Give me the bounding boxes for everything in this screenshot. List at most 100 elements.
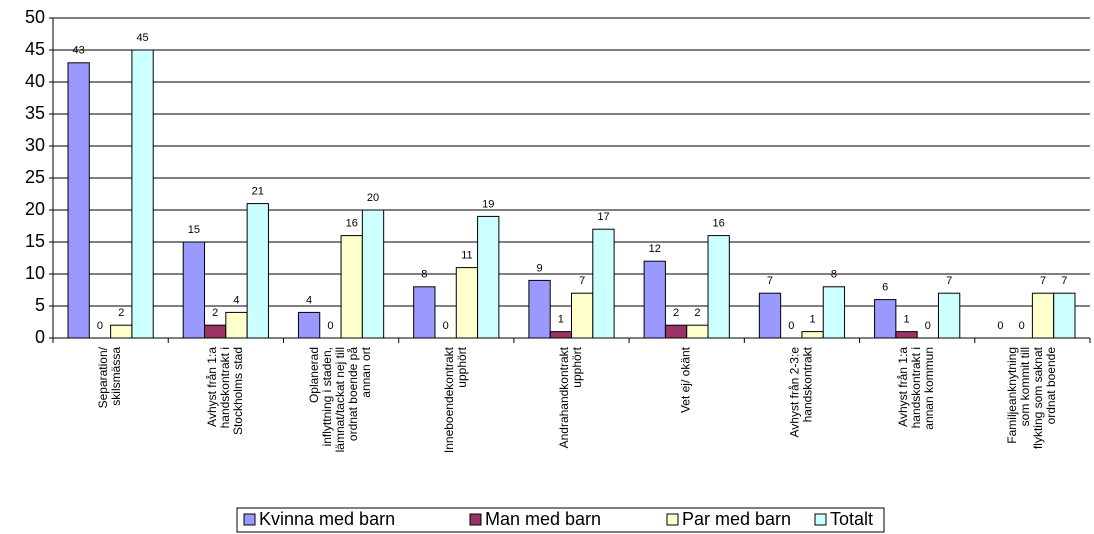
bar <box>895 331 918 339</box>
bar <box>361 209 385 339</box>
legend-swatch <box>666 513 679 526</box>
bar <box>664 324 688 339</box>
y-tick-label: 50 <box>25 7 45 27</box>
bar <box>571 292 594 339</box>
value-label: 43 <box>73 45 85 57</box>
value-label: 19 <box>482 198 494 210</box>
value-label: 45 <box>136 32 148 44</box>
value-label: 17 <box>597 211 609 223</box>
x-tick-label-line: som kommit till <box>1018 347 1032 426</box>
legend-label: Totalt <box>830 509 873 529</box>
x-tick-label-line: Inneboendekontrakt <box>442 346 456 453</box>
value-label: 1 <box>903 314 909 326</box>
value-label: 7 <box>1061 275 1067 287</box>
x-tick-label-line: handskontrakt i <box>218 347 232 428</box>
value-label: 0 <box>925 320 931 332</box>
bar <box>182 241 206 339</box>
value-label: 7 <box>767 275 773 287</box>
value-label: 12 <box>649 243 661 255</box>
bar <box>1031 292 1055 339</box>
value-label: 2 <box>212 307 218 319</box>
bar <box>340 235 363 339</box>
x-tick-label-line: inflyttning i staden, <box>320 347 334 446</box>
value-label: 0 <box>443 320 449 332</box>
value-label: 0 <box>1019 320 1025 332</box>
x-tick-label: Oplaneradinflyttning i staden,lämnat/tac… <box>307 346 373 452</box>
value-label: 2 <box>118 307 124 319</box>
x-tick-label: Avhyst från 2-3:ehandskontrakt <box>788 346 815 437</box>
x-tick-label-line: Avhyst från 1:a <box>896 347 910 427</box>
value-label: 7 <box>1040 275 1046 287</box>
value-label: 7 <box>579 275 585 287</box>
value-label: 0 <box>788 320 794 332</box>
bar <box>686 324 709 339</box>
x-tick-label-line: skilsmässa <box>109 347 123 406</box>
value-label: 16 <box>713 218 725 230</box>
y-tick-label: 30 <box>25 135 45 155</box>
x-tick-label-line: lämnat/tackat nej till <box>333 347 347 452</box>
value-label: 0 <box>97 320 103 332</box>
y-tick-label: 5 <box>35 295 45 315</box>
bar <box>874 299 897 339</box>
x-tick-label-line: upphört <box>570 346 584 387</box>
bar <box>592 228 615 339</box>
x-tick-label-line: Avhyst från 1:a <box>205 347 219 427</box>
x-tick-label-line: Separation/ <box>96 346 110 408</box>
legend-label: Kvinna med barn <box>259 509 395 529</box>
legend-box <box>236 507 885 533</box>
x-tick-label-line: Familjeanknytning <box>1005 347 1019 444</box>
value-label: 4 <box>306 294 312 306</box>
x-tick-label-line: handskontrakt i <box>909 347 923 428</box>
bar <box>204 324 227 339</box>
legend-label: Man med barn <box>485 509 601 529</box>
y-tick-label: 10 <box>25 263 45 283</box>
legend-label: Par med barn <box>682 509 791 529</box>
value-label: 16 <box>346 218 358 230</box>
value-label: 21 <box>252 186 264 198</box>
legend-swatch <box>814 513 827 526</box>
x-tick-label-line: ordnat boende <box>1044 347 1058 425</box>
value-label: 1 <box>558 314 564 326</box>
x-tick-label: Avhyst från 1:ahandskontrakt iStockholms… <box>205 347 245 435</box>
value-label: 0 <box>997 320 1003 332</box>
bar <box>455 267 479 339</box>
value-label: 15 <box>188 224 200 236</box>
x-tick-label: Familjeanknytningsom kommit tillflykting… <box>1005 346 1058 449</box>
y-tick-label: 45 <box>25 39 45 59</box>
bar <box>758 292 782 339</box>
bar <box>528 279 551 339</box>
x-tick-label: Andrahandkontraktupphört <box>557 346 584 448</box>
y-tick-label: 0 <box>35 327 45 347</box>
bar <box>549 331 573 339</box>
bar <box>413 286 436 339</box>
x-tick-label-line: handskontrakt <box>801 346 815 422</box>
bar <box>1053 292 1076 339</box>
x-tick-label-line: Vet ej/ okänt <box>679 346 693 413</box>
value-label: 20 <box>367 192 379 204</box>
bar <box>110 324 133 339</box>
value-label: 8 <box>831 269 837 281</box>
value-label: 2 <box>694 307 700 319</box>
x-tick-label-line: annan ort <box>359 346 373 397</box>
value-label: 4 <box>233 294 239 306</box>
y-tick-label: 20 <box>25 199 45 219</box>
bar <box>246 203 269 339</box>
value-label: 8 <box>421 269 427 281</box>
x-tick-label-line: upphört <box>455 346 469 387</box>
value-label: 9 <box>536 262 542 274</box>
x-tick-label-line: Avhyst från 2-3:e <box>788 347 802 438</box>
x-tick-label-line: annan kommun <box>922 347 936 430</box>
y-tick-label: 35 <box>25 103 45 123</box>
value-label: 0 <box>327 320 333 332</box>
x-tick-label-line: ordnat boende på <box>346 347 360 441</box>
y-tick-label: 40 <box>25 71 45 91</box>
bar <box>477 215 500 339</box>
x-tick-label-line: Oplanerad <box>307 347 321 403</box>
bar <box>822 286 846 339</box>
x-tick-label-line: flykting som saknat <box>1031 346 1045 449</box>
x-tick-label: Separation/skilsmässa <box>96 346 123 408</box>
x-tick-label-line: Stockholms stad <box>231 347 245 435</box>
legend-swatch <box>243 513 256 526</box>
